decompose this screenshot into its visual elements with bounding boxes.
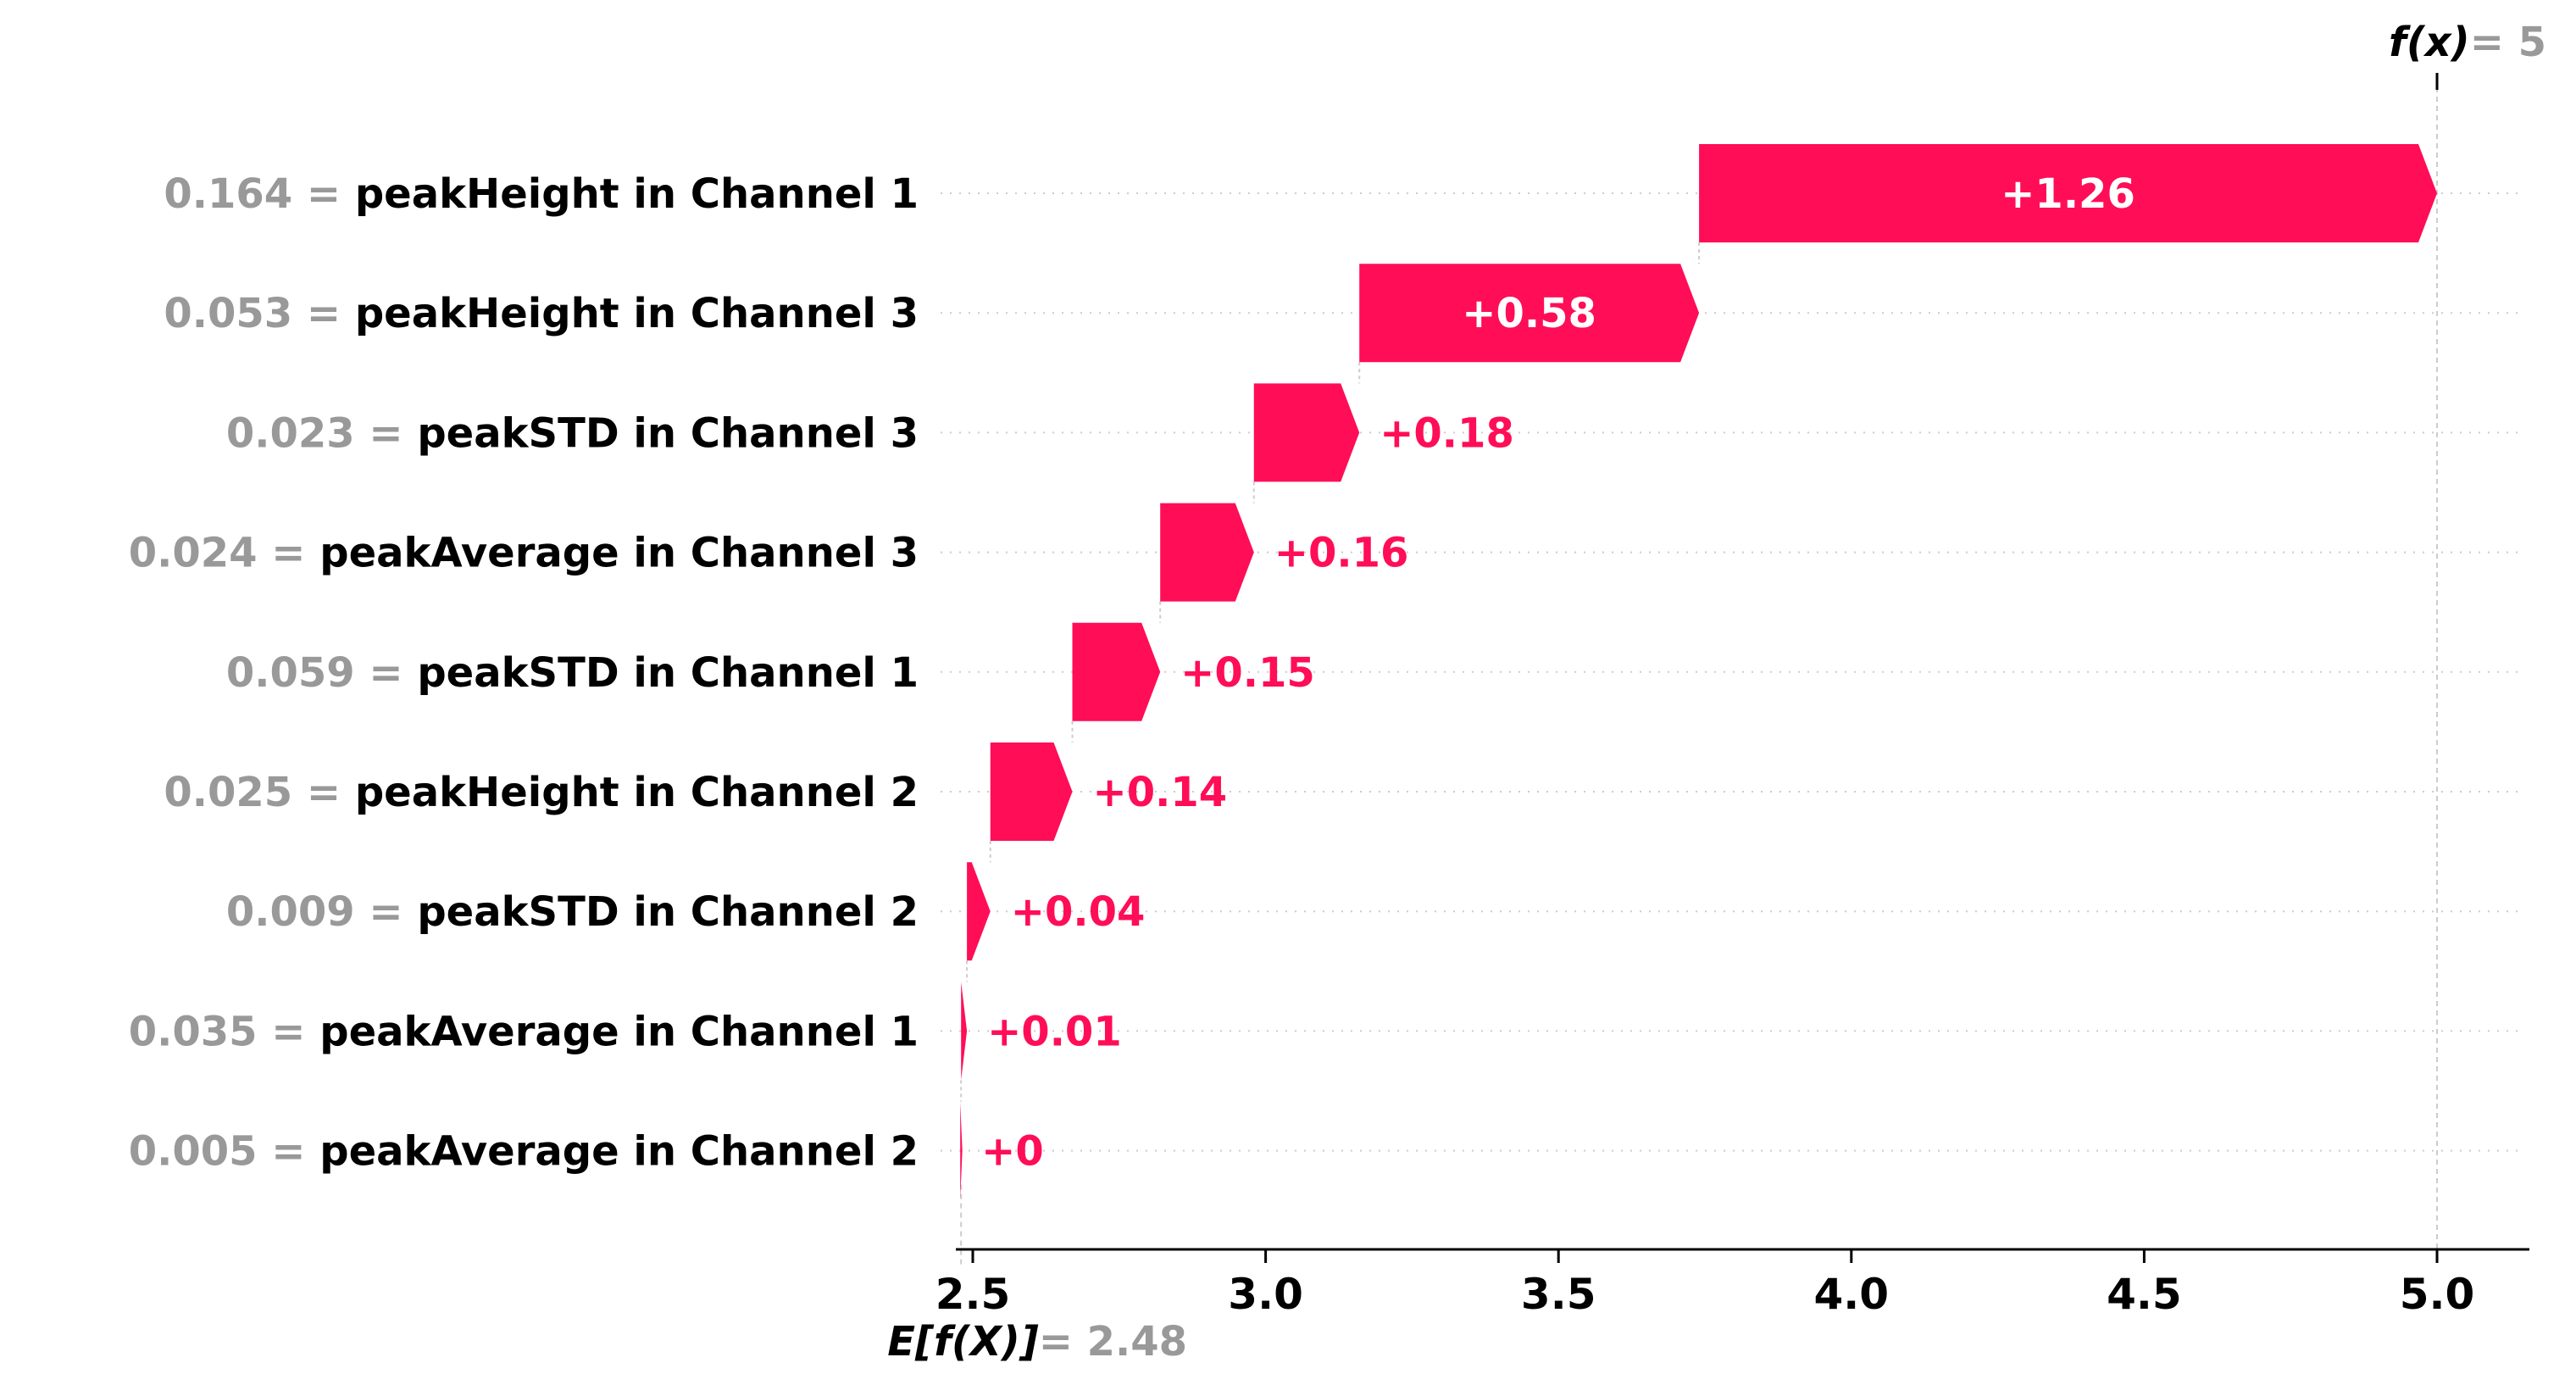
feature-value: 0.023 = — [226, 409, 417, 457]
x-tick-label: 4.0 — [1814, 1270, 1890, 1319]
x-tick-label: 2.5 — [935, 1270, 1011, 1319]
feature-name: peakHeight in Channel 1 — [355, 170, 919, 218]
grid-lines — [941, 192, 2525, 1152]
output-value-label: f(x)= 5 — [2389, 19, 2546, 66]
base-value-name: E[f(X)] — [887, 1318, 1038, 1366]
feature-name: peakSTD in Channel 3 — [417, 409, 919, 457]
feature-value: 0.164 = — [164, 170, 354, 218]
contribution-bar — [1359, 264, 1700, 363]
feature-label: 0.024 = peakAverage in Channel 3 — [129, 530, 919, 577]
feature-value: 0.024 = — [129, 530, 319, 577]
contribution-label: +0.58 — [1462, 290, 1596, 337]
connector-lines — [960, 73, 2439, 1268]
feature-value: 0.059 = — [226, 649, 417, 697]
feature-name: peakAverage in Channel 1 — [319, 1008, 919, 1055]
contribution-bar — [961, 982, 968, 1081]
contribution-bar — [1160, 503, 1254, 602]
contribution-bar — [1699, 144, 2437, 242]
x-axis: 2.5 3.0 3.5 4.0 4.5 5.0 E[f(X)]= 2.48 f(x)= 5 — [887, 19, 2546, 1366]
feature-label: 0.025 = peakHeight in Channel 2 — [164, 769, 919, 816]
feature-name: peakHeight in Channel 3 — [355, 290, 919, 337]
feature-name: peakSTD in Channel 1 — [417, 649, 919, 697]
feature-label: 0.023 = peakSTD in Channel 3 — [226, 409, 919, 457]
feature-label: 0.059 = peakSTD in Channel 1 — [226, 649, 919, 697]
contribution-bar — [967, 862, 991, 961]
feature-name: peakHeight in Channel 2 — [355, 769, 919, 816]
x-tick-label: 3.5 — [1521, 1270, 1596, 1319]
contribution-label: +1.26 — [2001, 170, 2135, 218]
contribution-label: +0.14 — [1093, 769, 1228, 816]
feature-label: 0.164 = peakHeight in Channel 1 — [164, 170, 919, 218]
feature-value: 0.009 = — [226, 888, 417, 936]
feature-name: peakAverage in Channel 2 — [319, 1128, 919, 1176]
contribution-bar — [1253, 383, 1360, 482]
feature-label: 0.053 = peakHeight in Channel 3 — [164, 290, 919, 337]
output-value-name: f(x) — [2389, 19, 2470, 66]
contribution-label: +0 — [981, 1128, 1044, 1176]
x-tick-label: 4.5 — [2107, 1270, 2182, 1319]
contribution-bar — [1072, 622, 1161, 721]
contribution-label: +0.04 — [1011, 888, 1146, 936]
output-value-number: = 5 — [2470, 19, 2546, 66]
x-tick-label: 5.0 — [2400, 1270, 2475, 1319]
base-value-label: E[f(X)]= 2.48 — [887, 1318, 1187, 1366]
contribution-label: +0.16 — [1274, 530, 1409, 577]
contribution-bar — [990, 743, 1073, 841]
feature-label: 0.009 = peakSTD in Channel 2 — [226, 888, 919, 936]
feature-value: 0.025 = — [164, 769, 354, 816]
feature-label: 0.005 = peakAverage in Channel 2 — [129, 1128, 919, 1176]
contribution-bar — [960, 1101, 963, 1200]
feature-name: peakSTD in Channel 2 — [417, 888, 919, 936]
contribution-label: +0.15 — [1180, 649, 1315, 697]
feature-value: 0.005 = — [129, 1128, 319, 1176]
feature-name: peakAverage in Channel 3 — [319, 530, 919, 577]
contribution-label: +0.18 — [1380, 409, 1514, 457]
feature-value: 0.035 = — [129, 1008, 319, 1055]
labels: 0.164 = peakHeight in Channel 1 +1.26 0.05… — [129, 170, 2135, 1176]
x-tick-label: 3.0 — [1228, 1270, 1303, 1319]
feature-label: 0.035 = peakAverage in Channel 1 — [129, 1008, 919, 1055]
bars — [960, 144, 2437, 1200]
base-value-number: = 2.48 — [1039, 1318, 1187, 1366]
feature-value: 0.053 = — [164, 290, 354, 337]
contribution-label: +0.01 — [987, 1008, 1122, 1055]
